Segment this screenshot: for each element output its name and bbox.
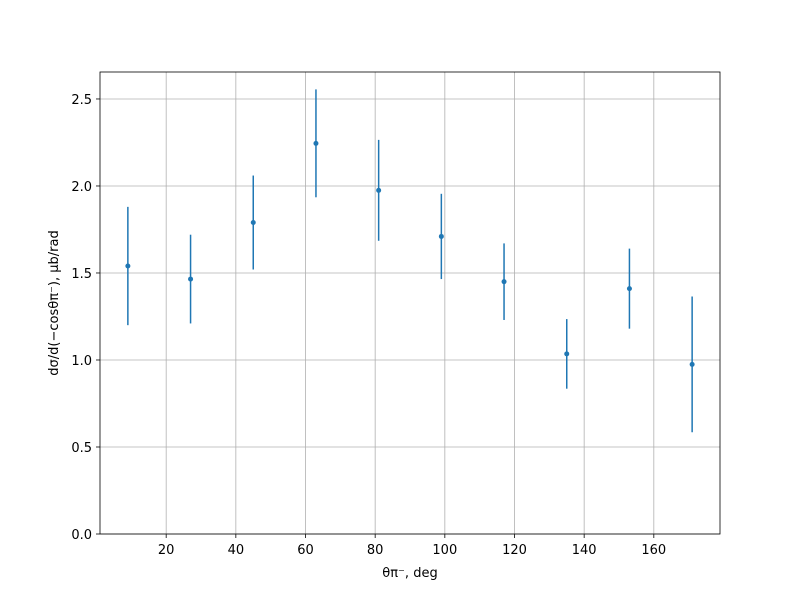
x-tick-label: 160 (641, 543, 666, 558)
data-point (313, 140, 319, 146)
y-tick-label: 1.5 (71, 267, 92, 282)
data-point (250, 220, 256, 226)
y-tick-label: 0.5 (71, 441, 92, 456)
data-point (564, 351, 570, 357)
data-point (188, 276, 194, 282)
x-tick-label: 40 (228, 543, 245, 558)
data-point (438, 233, 444, 239)
y-tick-label: 1.0 (71, 354, 92, 369)
y-axis-label: dσ/d(−cosθπ⁻), μb/rad (47, 230, 62, 375)
data-point (376, 187, 382, 193)
data-point (501, 279, 507, 285)
data-point (689, 361, 695, 367)
y-tick-label: 2.5 (71, 93, 92, 108)
x-axis-label: θπ⁻, deg (382, 566, 437, 581)
y-tick-label: 2.0 (71, 180, 92, 195)
y-tick-label: 0.0 (71, 528, 92, 543)
x-tick-label: 120 (502, 543, 527, 558)
data-point (125, 263, 131, 269)
plot-frame (99, 71, 721, 535)
x-tick-label: 60 (297, 543, 314, 558)
x-tick-label: 20 (158, 543, 175, 558)
x-tick-label: 80 (367, 543, 384, 558)
x-tick-label: 140 (572, 543, 597, 558)
data-point (626, 286, 632, 292)
x-tick-label: 100 (432, 543, 457, 558)
